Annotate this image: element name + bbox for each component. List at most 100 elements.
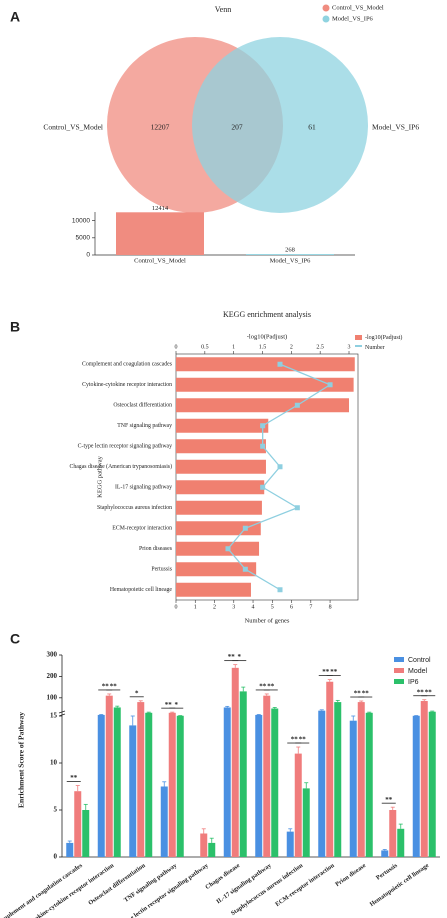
bar <box>176 500 262 515</box>
y-tick-label: 10000 <box>72 217 90 224</box>
y-axis-title: KEGG pathway <box>96 455 103 497</box>
sig-label: ** <box>299 736 307 744</box>
bar <box>294 753 302 857</box>
point <box>242 566 248 572</box>
panel-label: B <box>10 319 20 335</box>
sig-label: ** <box>362 690 370 698</box>
y-tick-label: 0 <box>86 252 90 259</box>
bar <box>176 480 265 495</box>
legend-swatch <box>355 335 362 340</box>
bar <box>176 459 266 474</box>
legend-label: -log10(Padjust) <box>365 334 402 341</box>
y-tick-label: 0 <box>54 853 58 861</box>
value-label: 12414 <box>152 205 169 212</box>
venn-circle <box>192 37 368 213</box>
bar <box>116 212 204 255</box>
x2-tick-label: 2 <box>290 344 293 350</box>
bar <box>176 582 251 597</box>
y-tick-label: Pertussis <box>151 567 172 573</box>
bar <box>176 418 269 433</box>
set-label: Control_VS_Model <box>43 123 103 132</box>
y-tick-label: 5 <box>54 806 58 814</box>
x-tick-label: 2 <box>213 604 216 610</box>
value-label: 268 <box>285 247 295 254</box>
x-tick-label: 5 <box>271 604 274 610</box>
x2-tick-label: 3 <box>348 344 351 350</box>
y-tick-label: 200 <box>47 672 58 680</box>
bar <box>105 695 113 857</box>
sig-label: ** <box>354 690 362 698</box>
bar <box>176 562 257 577</box>
bar <box>255 714 263 857</box>
bar <box>208 842 216 857</box>
sig-label: * <box>135 689 139 697</box>
y-tick-label: 100 <box>47 693 58 701</box>
point <box>294 505 300 511</box>
x-tick-label: Pertussis <box>375 862 399 882</box>
bar <box>176 377 354 392</box>
bar <box>326 681 334 857</box>
point <box>242 525 248 531</box>
x-tick-label: Hematopoietic cell lineage <box>369 862 431 908</box>
x-tick-label: 4 <box>252 604 255 610</box>
chart-title: KEGG enrichment analysis <box>223 310 311 319</box>
bar <box>176 715 184 857</box>
y-tick-label: Staphylococcus aureus infection <box>97 504 172 511</box>
sig-label: * <box>175 701 179 709</box>
x-tick-label: Control_VS_Model <box>134 257 186 264</box>
legend-label: Control <box>408 657 431 664</box>
sig-label: ** <box>417 688 425 696</box>
legend-label: Model_VS_IP6 <box>332 15 374 22</box>
legend-label: Control_VS_Model <box>332 4 384 11</box>
sig-label: ** <box>322 668 330 676</box>
sig-label: ** <box>291 736 299 744</box>
x-tick-label: 8 <box>329 604 332 610</box>
y-tick-label: C-type lectin receptor signaling pathway <box>78 444 172 450</box>
sig-label: ** <box>425 688 433 696</box>
bar <box>318 710 326 857</box>
bar <box>200 833 208 857</box>
region-value: 12207 <box>151 123 170 132</box>
point <box>260 443 266 449</box>
sig-label: ** <box>385 796 393 804</box>
bar <box>82 810 90 857</box>
y-tick-label: 300 <box>47 651 58 659</box>
bar <box>176 521 261 536</box>
bar <box>412 715 420 857</box>
sig-label: ** <box>165 701 173 709</box>
legend-swatch <box>394 679 404 684</box>
bar <box>231 667 239 857</box>
bar <box>263 695 271 857</box>
legend-swatch <box>355 345 362 347</box>
x-tick-label: TNF signaling pathway <box>123 862 179 904</box>
bar <box>66 842 74 857</box>
x2-axis-title: -log10(Padjust) <box>247 333 287 340</box>
bar <box>397 828 405 857</box>
legend-swatch <box>394 668 404 673</box>
y-tick-label: Hematopoietic cell lineage <box>110 587 173 593</box>
sig-label: ** <box>102 683 110 691</box>
bar <box>223 707 231 857</box>
x2-tick-label: 2.5 <box>316 344 324 350</box>
sig-label: ** <box>330 668 338 676</box>
sig-label: ** <box>267 683 275 691</box>
x-axis-title: Number of genes <box>245 617 290 624</box>
point <box>294 402 300 408</box>
bar <box>129 725 137 857</box>
y-tick-label: Complement and coagulation cascades <box>82 362 173 368</box>
sig-label: * <box>238 653 242 661</box>
x-tick-label: 1 <box>194 604 197 610</box>
bar <box>381 850 389 857</box>
x2-tick-label: 0.5 <box>201 344 209 350</box>
axis-break <box>58 710 66 714</box>
x-tick-label: 0 <box>175 604 178 610</box>
x-tick-label: Osteoclast differentiation <box>87 862 147 907</box>
sig-label: ** <box>228 653 236 661</box>
bar <box>160 786 168 857</box>
x2-tick-label: 1 <box>232 344 235 350</box>
x-tick-label: 7 <box>309 604 312 610</box>
y-tick-label: TNF signaling pathway <box>117 423 172 429</box>
bar <box>74 791 82 857</box>
bar <box>357 702 365 857</box>
